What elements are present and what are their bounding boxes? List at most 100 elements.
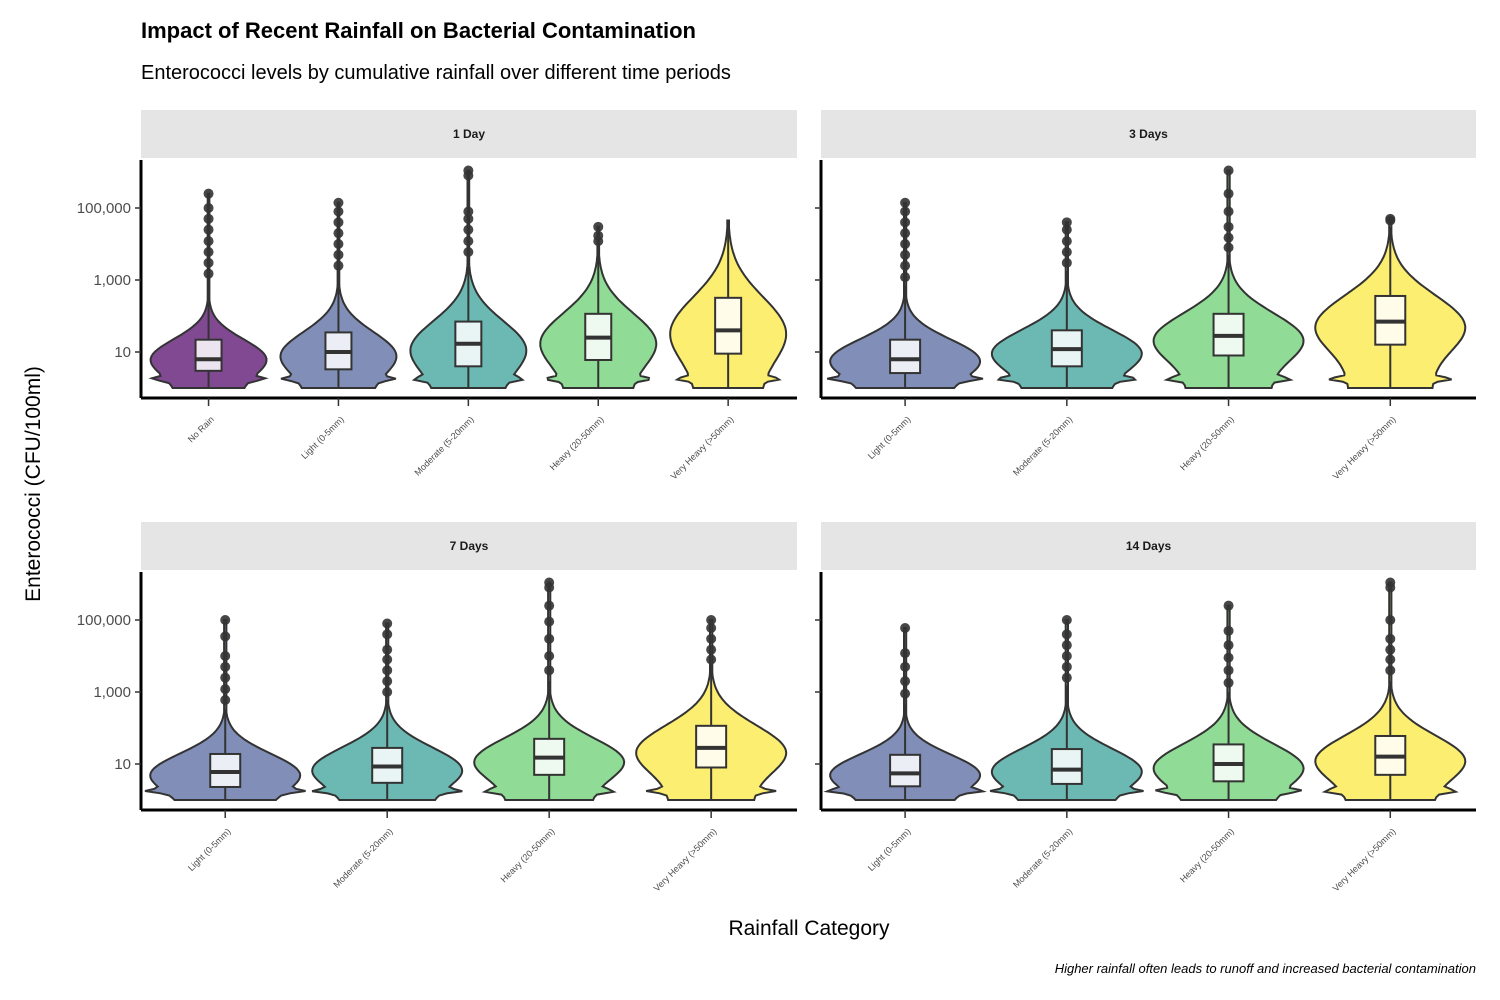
outlier-point <box>203 188 214 199</box>
x-tick-label: Very Heavy (>50mm) <box>669 414 736 481</box>
outlier-point <box>203 268 214 279</box>
outlier-point <box>1061 640 1072 651</box>
outlier-point <box>1061 629 1072 640</box>
outlier-point <box>220 661 231 672</box>
outlier-point <box>706 633 717 644</box>
outlier-point <box>1223 652 1234 663</box>
outlier-point <box>1061 257 1072 268</box>
box-iqr <box>714 296 743 355</box>
outlier-point <box>463 246 474 257</box>
outlier-point <box>203 203 214 213</box>
outlier-point <box>1223 640 1234 651</box>
x-tick-label: Moderate (5-20mm) <box>1011 826 1074 889</box>
outlier-point <box>1223 232 1234 243</box>
outlier-point <box>333 206 344 217</box>
outlier-point <box>463 165 474 176</box>
category-group: Light (0-5mm) <box>279 197 398 461</box>
facet-strip <box>141 522 797 570</box>
y-tick-label: 1,000 <box>93 272 131 289</box>
x-tick-label: Light (0-5mm) <box>299 414 346 461</box>
x-tick-label: Light (0-5mm) <box>866 414 913 461</box>
outlier-point <box>1385 654 1396 665</box>
category-group: Light (0-5mm) <box>826 197 984 461</box>
outlier-point <box>593 230 604 241</box>
outlier-point <box>1061 661 1072 672</box>
outlier-point <box>1223 665 1234 676</box>
x-tick-label: No Rain <box>186 414 216 444</box>
category-group: Heavy (20-50mm) <box>1152 165 1305 472</box>
outlier-point <box>593 221 604 232</box>
outlier-point <box>382 676 393 687</box>
outlier-point <box>203 236 214 247</box>
outlier-point <box>1061 236 1072 247</box>
outlier-point <box>900 661 911 672</box>
category-group: Heavy (20-50mm) <box>539 221 658 472</box>
outlier-point <box>220 631 231 642</box>
facet-panel: 3 Days Light (0-5mm) Moderate (5-20mm) Heav… <box>815 110 1476 481</box>
outlier-point <box>900 648 911 659</box>
outlier-point <box>203 224 214 235</box>
outlier-point <box>1223 625 1234 636</box>
y-tick-label: 100,000 <box>77 612 131 629</box>
category-group: Very Heavy (>50mm) <box>1314 213 1467 481</box>
outlier-point <box>544 577 555 588</box>
outlier-point <box>1223 242 1234 253</box>
outlier-point <box>1385 577 1396 588</box>
outlier-point <box>900 272 911 283</box>
x-tick-label: Very Heavy (>50mm) <box>1331 826 1398 893</box>
outlier-point <box>1385 633 1396 644</box>
outlier-point <box>203 213 214 224</box>
x-tick-label: Moderate (5-20mm) <box>331 826 394 889</box>
outlier-point <box>220 694 231 705</box>
x-tick-label: Heavy (20-50mm) <box>1178 826 1236 884</box>
outlier-point <box>706 615 717 625</box>
outlier-point <box>900 622 911 633</box>
category-group: Moderate (5-20mm) <box>990 217 1143 478</box>
outlier-point <box>333 239 344 249</box>
facet-strip-label: 1 Day <box>453 127 485 141</box>
category-group: Heavy (20-50mm) <box>473 577 626 884</box>
outlier-point <box>1223 188 1234 199</box>
category-group: Heavy (20-50mm) <box>1152 600 1305 884</box>
outlier-point <box>382 665 393 676</box>
outlier-point <box>203 246 214 257</box>
y-tick-label: 10 <box>114 344 131 361</box>
x-tick-label: Very Heavy (>50mm) <box>652 826 719 893</box>
outlier-point <box>1061 246 1072 257</box>
outlier-point <box>544 665 555 676</box>
outlier-point <box>544 600 555 611</box>
outlier-point <box>1223 600 1234 611</box>
outlier-point <box>900 260 911 271</box>
outlier-point <box>900 217 911 228</box>
category-group: No Rain <box>148 188 269 444</box>
outlier-point <box>333 249 344 260</box>
category-group: Light (0-5mm) <box>144 615 306 873</box>
x-tick-label: Heavy (20-50mm) <box>1178 414 1236 472</box>
y-tick-label: 1,000 <box>93 684 131 701</box>
outlier-point <box>544 616 555 627</box>
facet-strip-label: 3 Days <box>1129 127 1168 141</box>
box-iqr <box>1050 748 1083 785</box>
outlier-point <box>1061 217 1072 228</box>
x-tick-label: Light (0-5mm) <box>186 826 233 873</box>
facet-panel: 14 Days Light (0-5mm) Moderate (5-20mm) Hea… <box>815 522 1476 893</box>
outlier-point <box>1061 224 1072 235</box>
x-tick-label: Heavy (20-50mm) <box>548 414 606 472</box>
facet-strip-label: 7 Days <box>450 539 489 553</box>
outlier-point <box>463 206 474 217</box>
outlier-point <box>1061 672 1072 683</box>
outlier-point <box>900 239 911 249</box>
outlier-point <box>382 687 393 697</box>
outlier-point <box>1385 615 1396 625</box>
x-tick-label: Moderate (5-20mm) <box>1011 414 1074 477</box>
outlier-point <box>463 236 474 247</box>
category-group: Very Heavy (>50mm) <box>635 615 788 893</box>
outlier-point <box>220 651 231 661</box>
facet-panel: 1 Day 10 1,000 100,000 No Rain Light (0-5mm) M… <box>77 110 797 481</box>
outlier-point <box>333 197 344 208</box>
outlier-point <box>463 224 474 235</box>
outlier-point <box>333 217 344 228</box>
outlier-point <box>1223 206 1234 217</box>
outlier-point <box>1061 651 1072 661</box>
